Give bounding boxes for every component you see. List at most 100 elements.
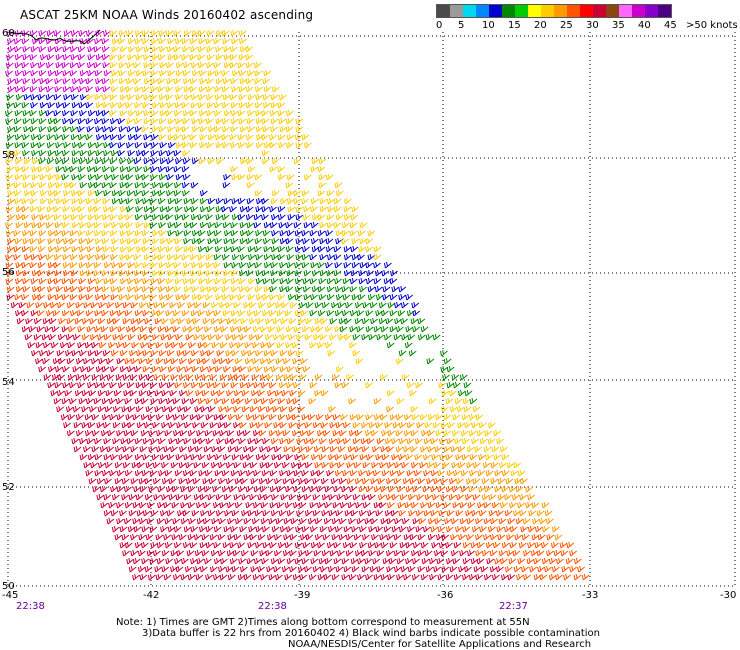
wind-barb	[163, 501, 172, 509]
wind-barb	[285, 285, 294, 293]
wind-barb	[393, 565, 402, 573]
wind-barb	[134, 309, 143, 317]
wind-barb	[150, 205, 159, 213]
wind-barb	[115, 373, 124, 381]
wind-barb	[118, 261, 127, 269]
wind-barb	[165, 557, 174, 565]
wind-barb	[417, 549, 426, 557]
wind-barb	[101, 181, 110, 189]
wind-barb	[440, 549, 449, 557]
wind-barb	[478, 421, 487, 429]
wind-barb	[255, 293, 264, 301]
wind-barb	[37, 141, 45, 149]
wind-barb	[241, 373, 249, 381]
wind-barb	[173, 285, 182, 293]
wind-barb	[389, 309, 398, 317]
wind-barb	[208, 477, 217, 485]
wind-barb	[287, 213, 296, 221]
wind-barb	[38, 85, 47, 93]
wind-barb	[380, 541, 389, 549]
wind-barb	[230, 221, 238, 229]
wind-barb	[456, 405, 465, 413]
wind-barb	[217, 461, 226, 469]
wind-barb	[30, 309, 39, 317]
wind-barb	[305, 445, 314, 453]
wind-barb	[301, 325, 310, 333]
wind-barb	[108, 341, 116, 349]
wind-barb	[442, 373, 450, 381]
wind-barb	[100, 309, 109, 317]
wind-barb	[21, 165, 30, 173]
wind-barb	[550, 541, 559, 549]
wind-barb	[150, 77, 159, 85]
wind-barb	[238, 117, 247, 125]
wind-barb	[285, 341, 293, 349]
wind-barb	[512, 549, 521, 557]
wind-barb	[446, 469, 455, 477]
wind-barb	[89, 333, 98, 341]
wind-barb	[294, 245, 303, 253]
wind-barb	[215, 493, 224, 501]
wind-barb	[501, 469, 510, 477]
wind-barb	[230, 277, 239, 285]
wind-barb	[192, 477, 201, 485]
wind-barb	[526, 557, 535, 565]
wind-barb	[151, 333, 160, 341]
wind-barb	[466, 445, 475, 453]
wind-barb	[205, 85, 214, 93]
wind-barb	[361, 317, 370, 325]
wind-barb	[353, 461, 362, 469]
wind-barb	[254, 173, 263, 181]
wind-barb	[57, 373, 65, 381]
wind-barb	[271, 493, 279, 501]
wind-barb	[348, 341, 357, 349]
wind-barb	[311, 453, 319, 461]
lon-label: -36	[437, 590, 453, 601]
wind-barb	[310, 205, 318, 213]
wind-barb	[127, 245, 136, 253]
wind-barb	[471, 509, 479, 517]
wind-barb	[214, 469, 223, 477]
wind-barb	[293, 157, 302, 165]
wind-barb	[343, 525, 352, 533]
wind-barb	[497, 533, 506, 541]
wind-barb	[304, 565, 312, 573]
wind-barb	[14, 157, 23, 165]
wind-barb	[375, 421, 384, 429]
wind-barb	[333, 269, 342, 277]
wind-barb	[245, 237, 254, 245]
wind-barb	[343, 269, 352, 277]
wind-barb	[498, 549, 507, 557]
wind-barb	[21, 293, 29, 301]
wind-barb	[538, 517, 547, 525]
wind-barb	[521, 565, 529, 573]
legend-swatch	[593, 5, 606, 17]
wind-barb	[510, 469, 519, 477]
wind-barb	[94, 381, 102, 389]
wind-barb	[47, 285, 55, 293]
wind-barb	[126, 61, 135, 69]
wind-barb	[47, 293, 56, 301]
wind-barb	[367, 229, 376, 237]
wind-barb	[142, 53, 151, 61]
legend-swatch	[528, 5, 541, 17]
wind-barb	[140, 413, 149, 421]
wind-barb	[374, 285, 383, 293]
wind-barb	[289, 565, 297, 573]
wind-barb	[244, 397, 253, 405]
wind-speed-legend: 0 5 10 15 20 25 30 35 40 45 >50 knots	[436, 4, 738, 34]
wind-barb	[15, 277, 23, 285]
wind-barb	[94, 469, 103, 477]
wind-barb	[102, 29, 111, 37]
wind-barb	[138, 389, 147, 397]
wind-barb	[393, 549, 402, 557]
wind-barb	[285, 221, 293, 229]
wind-barb	[94, 453, 103, 461]
wind-barb	[199, 141, 207, 149]
wind-barb	[318, 173, 327, 181]
wind-barb	[110, 149, 119, 157]
wind-barb	[133, 525, 142, 533]
wind-barb	[166, 101, 175, 109]
wind-barb	[165, 213, 174, 221]
wind-barb	[346, 477, 355, 485]
